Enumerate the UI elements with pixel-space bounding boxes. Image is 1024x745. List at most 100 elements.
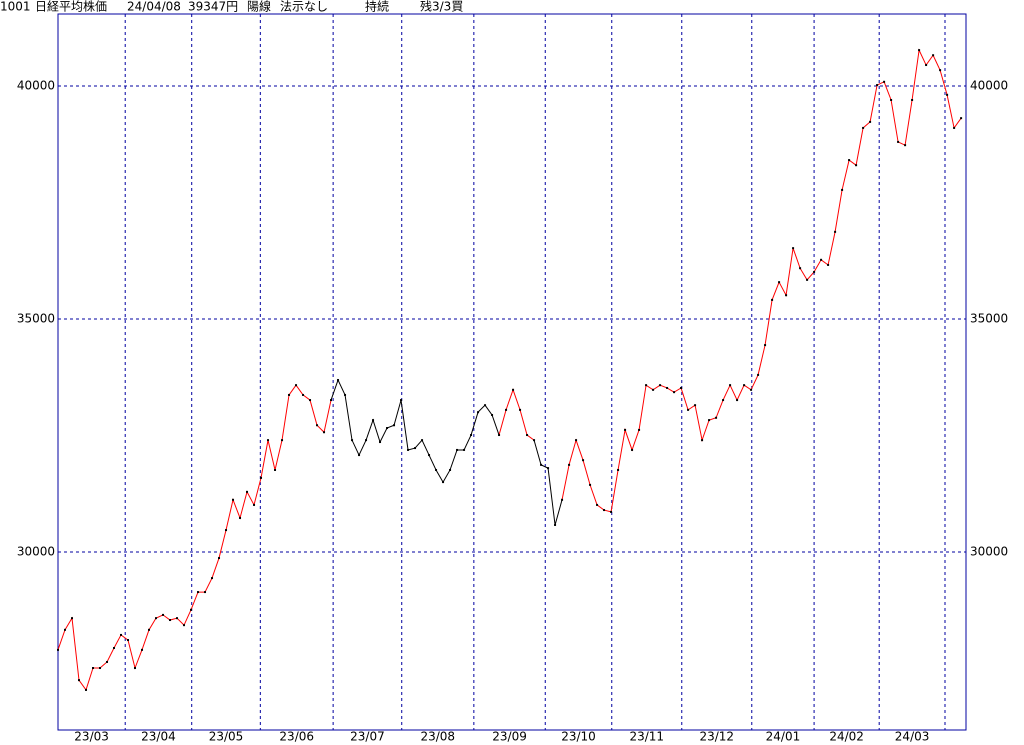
price-marker: [323, 431, 326, 434]
price-marker: [547, 467, 550, 470]
price-marker: [890, 98, 893, 101]
price-marker: [701, 439, 704, 442]
price-marker: [449, 468, 452, 471]
price-marker: [71, 617, 74, 620]
code: 1001: [0, 0, 31, 14]
price-marker: [435, 468, 438, 471]
price-marker: [358, 454, 361, 457]
price-marker: [337, 379, 340, 382]
price-marker: [372, 419, 375, 422]
price-marker: [162, 613, 165, 616]
x-tick-label: 23/04: [141, 730, 176, 744]
price-marker: [134, 667, 137, 670]
price-marker: [946, 93, 949, 96]
price-marker: [463, 448, 466, 451]
x-tick-label: 23/10: [561, 730, 596, 744]
price-marker: [820, 258, 823, 261]
price-marker: [232, 498, 235, 501]
price-marker: [932, 54, 935, 57]
price-marker: [85, 688, 88, 691]
x-tick-label: 23/08: [420, 730, 455, 744]
date: 24/04/08: [127, 0, 181, 14]
price-marker: [470, 434, 473, 437]
y-tick-label-right: 30000: [970, 544, 1008, 558]
price-marker: [295, 384, 298, 387]
price-marker: [743, 384, 746, 387]
price-marker: [631, 448, 634, 451]
price-marker: [407, 448, 410, 451]
price-marker: [897, 140, 900, 143]
price-marker: [456, 448, 459, 451]
price-marker: [925, 64, 928, 67]
x-tick-label: 23/11: [629, 730, 664, 744]
price-marker: [225, 529, 228, 532]
price-marker: [148, 628, 151, 631]
price-marker: [505, 408, 508, 411]
price-marker: [561, 498, 564, 501]
x-tick-label: 23/09: [492, 730, 527, 744]
price-marker: [106, 660, 109, 663]
price-marker: [309, 399, 312, 402]
x-tick-label: 24/02: [829, 730, 864, 744]
price-marker: [582, 459, 585, 462]
price-marker: [316, 424, 319, 427]
price-marker: [211, 577, 214, 580]
price-marker: [918, 49, 921, 52]
price-marker: [610, 510, 613, 513]
price-marker: [92, 667, 95, 670]
price-marker: [204, 591, 207, 594]
price-marker: [421, 439, 424, 442]
price-marker: [750, 388, 753, 391]
price-marker: [533, 439, 536, 442]
price-marker: [771, 298, 774, 301]
price-marker: [267, 439, 270, 442]
price-marker: [260, 476, 263, 479]
price-marker: [253, 503, 256, 506]
price-marker: [176, 617, 179, 620]
price-marker: [246, 490, 249, 493]
price-marker: [302, 393, 305, 396]
y-tick-label: 30000: [17, 544, 55, 558]
price-marker: [645, 384, 648, 387]
y-tick-label-right: 40000: [970, 78, 1008, 92]
price-marker: [568, 463, 571, 466]
price-line: [561, 48, 962, 513]
status: 持続: [365, 0, 389, 14]
price-marker: [624, 428, 627, 431]
position: 残3/3買: [420, 0, 463, 14]
price-marker: [659, 384, 662, 387]
price-marker: [57, 648, 59, 651]
price-marker: [834, 230, 837, 233]
price-marker: [813, 270, 816, 273]
price-marker: [379, 441, 382, 444]
price-marker: [715, 416, 718, 419]
price-marker: [827, 263, 830, 266]
price-marker: [652, 388, 655, 391]
price-marker: [218, 557, 221, 560]
price-marker: [876, 84, 879, 87]
price-marker: [64, 628, 67, 631]
price-marker: [883, 80, 886, 83]
price-line: [57, 384, 332, 692]
price-marker: [414, 447, 417, 450]
price-marker: [757, 373, 760, 376]
price-marker: [169, 619, 172, 622]
price-marker: [141, 648, 144, 651]
x-tick-label: 23/12: [699, 730, 734, 744]
price-marker: [596, 503, 599, 506]
price-marker: [736, 399, 739, 402]
name: 日経平均株価: [35, 0, 107, 14]
price-marker: [400, 399, 403, 402]
price-marker: [120, 633, 123, 636]
price-marker: [554, 523, 557, 526]
price-marker: [673, 391, 676, 394]
price-marker: [344, 393, 347, 396]
price-marker: [680, 386, 683, 389]
price-marker: [351, 439, 354, 442]
plot-frame: [57, 13, 967, 731]
price-marker: [540, 463, 543, 466]
price-marker: [589, 483, 592, 486]
price-marker: [687, 408, 690, 411]
price-marker: [666, 386, 669, 389]
